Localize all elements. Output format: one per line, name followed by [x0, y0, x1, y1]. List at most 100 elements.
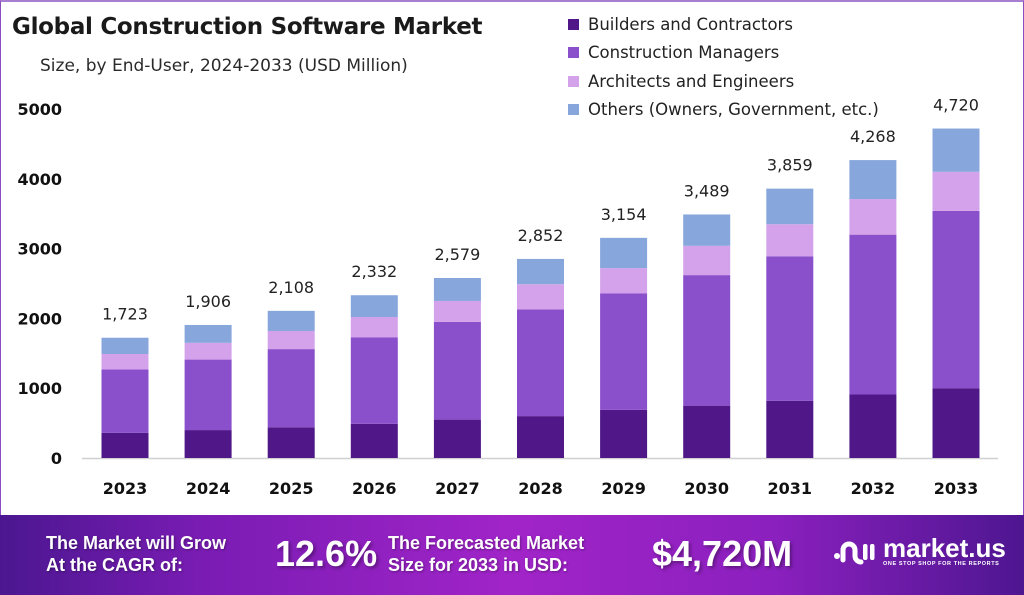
bar-segment-managers — [101, 369, 149, 433]
bar-segment-architects — [350, 317, 398, 338]
bar-segment-builders — [101, 432, 149, 458]
bar-total-label: 3,154 — [601, 205, 647, 224]
bar-segment-others — [766, 188, 814, 225]
forecast-label: The Forecasted Market Size for 2033 in U… — [388, 532, 584, 576]
bar-segment-managers — [184, 359, 232, 431]
bar-stack-2030 — [683, 214, 731, 458]
legend-item-builders: Builders and Contractors — [568, 10, 879, 39]
bar-segment-managers — [350, 337, 398, 424]
bar-segment-architects — [683, 245, 731, 276]
legend-swatch-builders — [568, 18, 579, 30]
legend-item-managers: Construction Managers — [568, 39, 879, 68]
bar-total-label: 4,268 — [850, 127, 896, 146]
bar-segment-others — [517, 258, 564, 285]
bar-total-label: 1,723 — [102, 305, 148, 324]
y-axis: 0 1000 2000 3000 4000 5000 — [17, 100, 62, 468]
x-tick-label: 2028 — [518, 479, 563, 498]
chart-subtitle: Size, by End-User, 2024-2033 (USD Millio… — [40, 56, 408, 76]
x-tick-label: 2026 — [352, 479, 397, 498]
legend-label: Builders and Contractors — [588, 14, 793, 34]
bar-segment-builders — [683, 405, 731, 458]
bar-stack-2031 — [766, 188, 814, 458]
bar-segment-architects — [517, 284, 564, 310]
bar-stack-2033 — [932, 128, 980, 458]
legend: Builders and Contractors Construction Ma… — [568, 10, 879, 124]
cagr-label: The Market will Grow At the CAGR of: — [46, 532, 226, 576]
bar-segment-architects — [433, 300, 481, 322]
cagr-label-line2: At the CAGR of: — [46, 555, 183, 575]
legend-swatch-architects — [568, 75, 579, 87]
legend-item-others: Others (Owners, Government, etc.) — [568, 96, 879, 125]
footer-banner: The Market will Grow At the CAGR of: 12.… — [0, 515, 1024, 595]
bar-stack-2023 — [101, 337, 149, 458]
bar-segment-builders — [932, 388, 980, 458]
legend-label: Construction Managers — [588, 43, 780, 63]
bar-total-label: 1,906 — [185, 292, 231, 311]
bars: 1,723 1,906 2,108 2,332 2,579 2,852 3,154 3,489… — [101, 96, 980, 458]
bar-segment-builders — [849, 394, 897, 458]
bar-stack-2029 — [600, 237, 648, 458]
x-axis: 2023 2024 2025 2026 2027 2028 2029 2030 2031 2032… — [103, 479, 979, 498]
x-tick-label: 2030 — [684, 479, 729, 498]
bar-segment-managers — [849, 234, 897, 395]
y-tick-label: 2000 — [17, 309, 62, 328]
bar-segment-others — [101, 337, 149, 354]
x-tick-label: 2033 — [934, 479, 979, 498]
x-tick-label: 2024 — [186, 479, 231, 498]
cagr-label-line1: The Market will Grow — [46, 533, 227, 553]
bar-segment-managers — [932, 210, 980, 389]
bar-segment-others — [267, 310, 315, 331]
bar-segment-architects — [849, 199, 897, 235]
y-tick-label: 3000 — [17, 240, 62, 259]
bar-segment-builders — [600, 409, 648, 458]
bar-segment-managers — [600, 293, 648, 410]
x-tick-label: 2027 — [435, 479, 480, 498]
legend-label: Others (Owners, Government, etc.) — [588, 100, 879, 120]
bar-segment-others — [350, 295, 398, 318]
x-tick-label: 2025 — [269, 479, 314, 498]
legend-label: Architects and Engineers — [588, 71, 795, 91]
bar-stack-2028 — [517, 258, 564, 458]
legend-item-architects: Architects and Engineers — [568, 67, 879, 96]
bar-segment-managers — [766, 256, 814, 401]
bar-segment-builders — [350, 423, 398, 458]
x-tick-label: 2031 — [768, 479, 813, 498]
x-tick-label: 2023 — [103, 479, 148, 498]
x-tick-label: 2029 — [601, 479, 646, 498]
stacked-bar-chart: 0 1000 2000 3000 4000 5000 1,723 1,906 2,108 2,3… — [17, 96, 998, 498]
bar-stack-2032 — [849, 160, 897, 458]
y-tick-label: 1000 — [17, 379, 62, 398]
chart-title: Global Construction Software Market — [12, 14, 483, 40]
bar-total-label: 2,108 — [268, 278, 314, 297]
brand-logo: market.us ONE STOP SHOP FOR THE REPORTS — [833, 535, 1006, 567]
bar-segment-others — [600, 237, 648, 269]
bar-segment-builders — [766, 400, 814, 458]
bar-segment-architects — [184, 342, 232, 360]
bar-total-label: 3,859 — [767, 156, 813, 175]
forecast-label-line1: The Forecasted Market — [388, 533, 585, 553]
bar-segment-managers — [517, 309, 564, 417]
forecast-value: $4,720M — [652, 533, 793, 574]
bar-segment-others — [184, 324, 232, 343]
bar-stack-2026 — [350, 295, 398, 458]
legend-swatch-others — [568, 104, 579, 116]
legend-swatch-managers — [568, 47, 579, 59]
bar-segment-others — [932, 128, 980, 172]
bar-segment-builders — [517, 416, 564, 458]
bar-total-label: 2,332 — [351, 262, 397, 281]
bar-total-label: 4,720 — [933, 96, 979, 115]
bar-segment-builders — [433, 419, 481, 458]
bar-segment-architects — [766, 224, 814, 257]
bar-segment-architects — [101, 353, 149, 370]
bar-total-label: 3,489 — [684, 181, 730, 200]
bar-stack-2024 — [184, 324, 232, 458]
bar-segment-others — [683, 214, 731, 246]
cagr-value: 12.6% — [275, 533, 378, 574]
bar-total-label: 2,852 — [518, 226, 564, 245]
bar-segment-managers — [683, 275, 731, 406]
market-us-logo-icon — [834, 541, 875, 565]
bar-segment-architects — [267, 330, 315, 350]
bar-segment-builders — [184, 430, 232, 458]
bar-stack-2027 — [433, 277, 481, 458]
bar-segment-architects — [932, 171, 980, 211]
